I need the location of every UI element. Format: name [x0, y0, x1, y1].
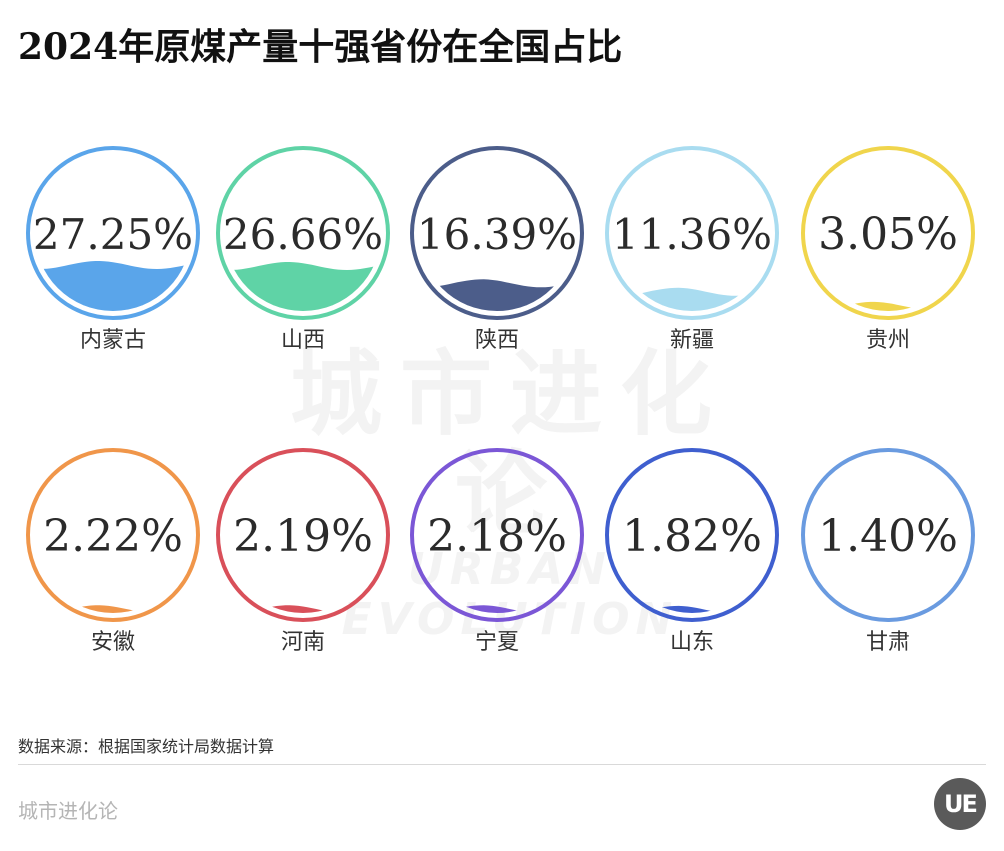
- liquid-fill: [614, 605, 770, 613]
- liquid-fill: [225, 605, 381, 613]
- gauge-value: 16.39%: [417, 210, 577, 259]
- gauge-label: 宁夏: [475, 630, 519, 655]
- gauge-value: 11.36%: [612, 210, 772, 259]
- liquid-fill: [225, 262, 381, 311]
- gauge-ring: [26, 448, 200, 622]
- gauge-6: 2.22% 安徽: [26, 448, 200, 655]
- gauge-value: 1.40%: [818, 511, 958, 562]
- gauge-ring: [410, 146, 584, 320]
- gauge-label: 安徽: [91, 630, 135, 655]
- brand-name: 城市进化论: [18, 799, 118, 823]
- gauge-label: 内蒙古: [80, 328, 146, 353]
- gauge-ring: [216, 146, 390, 320]
- gauge-ring: [26, 146, 200, 320]
- liquid-fill: [35, 605, 191, 613]
- liquid-fill: [35, 261, 191, 311]
- gauge-5: 3.05% 贵州: [801, 146, 975, 353]
- gauge-value: 3.05%: [818, 209, 958, 260]
- liquid-fill: [810, 301, 966, 311]
- liquid-fill: [419, 605, 575, 613]
- gauge-ring: [605, 448, 779, 622]
- gauge-9: 1.82% 山东: [605, 448, 779, 655]
- gauge-3: 16.39% 陕西: [410, 146, 584, 353]
- gauge-ring: [216, 448, 390, 622]
- gauge-label: 甘肃: [866, 630, 910, 655]
- gauge-8: 2.18% 宁夏: [410, 448, 584, 655]
- gauge-7: 2.19% 河南: [216, 448, 390, 655]
- gauge-value: 2.18%: [427, 511, 567, 562]
- gauge-label: 陕西: [475, 328, 519, 353]
- gauge-label: 山东: [670, 630, 714, 655]
- gauge-ring: [410, 448, 584, 622]
- gauge-label: 新疆: [670, 328, 714, 353]
- ue-logo-icon: UE: [934, 778, 986, 830]
- footer-divider: [18, 764, 986, 765]
- gauge-value: 2.19%: [233, 511, 373, 562]
- gauge-value: 27.25%: [33, 210, 193, 259]
- gauge-ring: [801, 448, 975, 622]
- gauge-4: 11.36% 新疆: [605, 146, 779, 353]
- gauge-ring: [605, 146, 779, 320]
- gauge-label: 山西: [281, 328, 325, 353]
- gauge-1: 27.25% 内蒙古: [26, 146, 200, 353]
- data-source-note: 数据来源：根据国家统计局数据计算: [18, 737, 275, 756]
- gauge-value: 26.66%: [223, 210, 383, 259]
- gauge-label: 河南: [281, 630, 325, 655]
- gauge-2: 26.66% 山西: [216, 146, 390, 353]
- gauge-grid: 27.25% 内蒙古 26.66% 山西 16.39% 陕西 11.36% 新疆 3.05% 贵州…: [26, 146, 975, 655]
- chart-title: 2024年原煤产量十强省份在全国占比: [18, 26, 623, 68]
- gauge-10: 1.40% 甘肃: [801, 448, 975, 655]
- gauge-ring: [801, 146, 975, 320]
- liquid-fill: [419, 279, 575, 311]
- gauge-value: 1.82%: [622, 511, 762, 562]
- gauge-label: 贵州: [866, 328, 910, 353]
- gauge-value: 2.22%: [43, 511, 183, 562]
